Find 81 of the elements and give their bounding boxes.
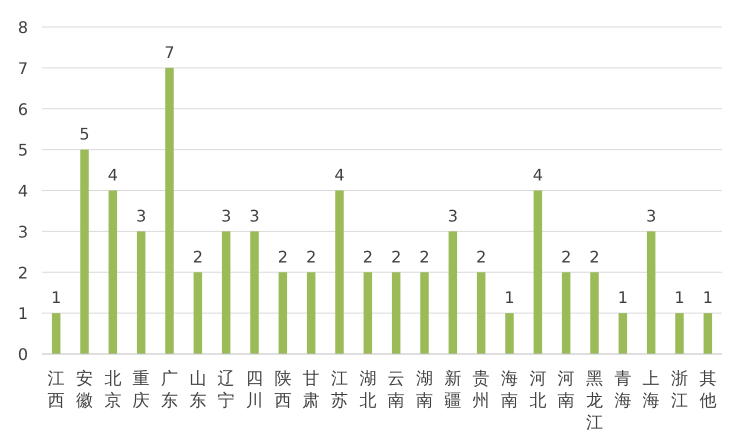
bar — [590, 272, 599, 354]
data-label: 1 — [51, 288, 62, 308]
data-label: 2 — [589, 247, 600, 266]
bar — [165, 68, 174, 354]
bar — [646, 231, 656, 354]
x-tick-label: 重庆 — [132, 369, 150, 411]
x-tick-label: 云南 — [388, 369, 405, 411]
data-label: 3 — [448, 206, 458, 226]
data-label: 5 — [79, 124, 90, 144]
bar — [136, 231, 146, 354]
x-tick-label: 甘肃 — [302, 369, 320, 411]
bar — [562, 272, 570, 354]
bar — [618, 313, 628, 354]
data-label: 2 — [362, 247, 373, 266]
y-tick-label: 0 — [18, 345, 28, 364]
bar — [222, 231, 230, 354]
data-label: 2 — [192, 247, 203, 266]
x-tick-label: 山东 — [189, 369, 206, 411]
bar — [335, 190, 344, 354]
data-label: 1 — [674, 288, 685, 308]
data-label: 4 — [334, 166, 345, 184]
data-label: 3 — [221, 206, 232, 226]
data-label: 1 — [702, 288, 713, 308]
x-tick-label: 北京 — [104, 369, 122, 411]
x-tick-label: 江苏 — [331, 369, 348, 411]
x-tick-label: 安徽 — [76, 369, 93, 411]
bar — [675, 313, 684, 354]
x-tick-label: 新疆 — [444, 369, 462, 411]
bar — [448, 231, 458, 354]
data-label: 2 — [306, 247, 316, 266]
bar — [250, 231, 259, 354]
data-label: 2 — [476, 247, 486, 266]
y-tick-label: 2 — [18, 263, 28, 282]
y-tick-label: 1 — [18, 304, 28, 324]
bar — [80, 150, 89, 354]
bar — [704, 313, 712, 354]
bar — [108, 190, 118, 354]
data-label: 2 — [419, 247, 430, 266]
x-tick-label: 河北 — [529, 369, 546, 411]
data-label: 2 — [561, 247, 572, 266]
x-tick-label: 辽宁 — [218, 369, 235, 411]
data-label: 2 — [278, 247, 288, 266]
bar — [278, 272, 288, 354]
y-tick-label: 7 — [18, 58, 28, 78]
bar — [534, 190, 542, 354]
bar — [476, 272, 486, 354]
data-label: 3 — [249, 206, 260, 226]
x-tick-label: 海南 — [501, 369, 518, 411]
x-tick-label: 湖南 — [416, 369, 433, 411]
y-tick-label: 8 — [18, 18, 28, 37]
bar — [392, 272, 400, 354]
x-tick-label: 湖北 — [359, 369, 376, 411]
x-tick-label: 广东 — [161, 369, 178, 411]
data-label: 4 — [108, 166, 118, 184]
bar — [52, 313, 60, 354]
data-label: 3 — [136, 206, 146, 226]
x-tick-label: 浙江 — [671, 369, 688, 411]
y-tick-label: 4 — [18, 182, 28, 200]
x-tick-label: 贵州 — [472, 369, 490, 411]
x-tick-label: 河南 — [558, 369, 575, 411]
y-tick-label: 6 — [18, 100, 28, 119]
bar — [505, 313, 514, 354]
x-tick-label: 青海 — [614, 369, 632, 411]
x-tick-label: 其他 — [699, 369, 716, 411]
data-label: 2 — [391, 247, 402, 266]
y-tick-label: 3 — [18, 222, 28, 242]
x-tick-label: 四川 — [246, 369, 263, 411]
data-label: 1 — [504, 288, 515, 308]
x-tick-label: 上海 — [642, 369, 660, 411]
bar — [364, 272, 372, 354]
x-tick-label: 江西 — [48, 369, 65, 411]
data-label: 1 — [618, 288, 628, 308]
data-label: 3 — [646, 206, 656, 226]
bar — [306, 272, 316, 354]
bar — [420, 272, 429, 354]
data-label: 4 — [532, 166, 543, 184]
y-tick-label: 5 — [18, 140, 28, 160]
x-tick-label: 陕西 — [274, 369, 292, 411]
bar — [194, 272, 202, 354]
data-label: 7 — [164, 42, 175, 62]
x-tick-label: 黑龙江 — [586, 369, 603, 433]
